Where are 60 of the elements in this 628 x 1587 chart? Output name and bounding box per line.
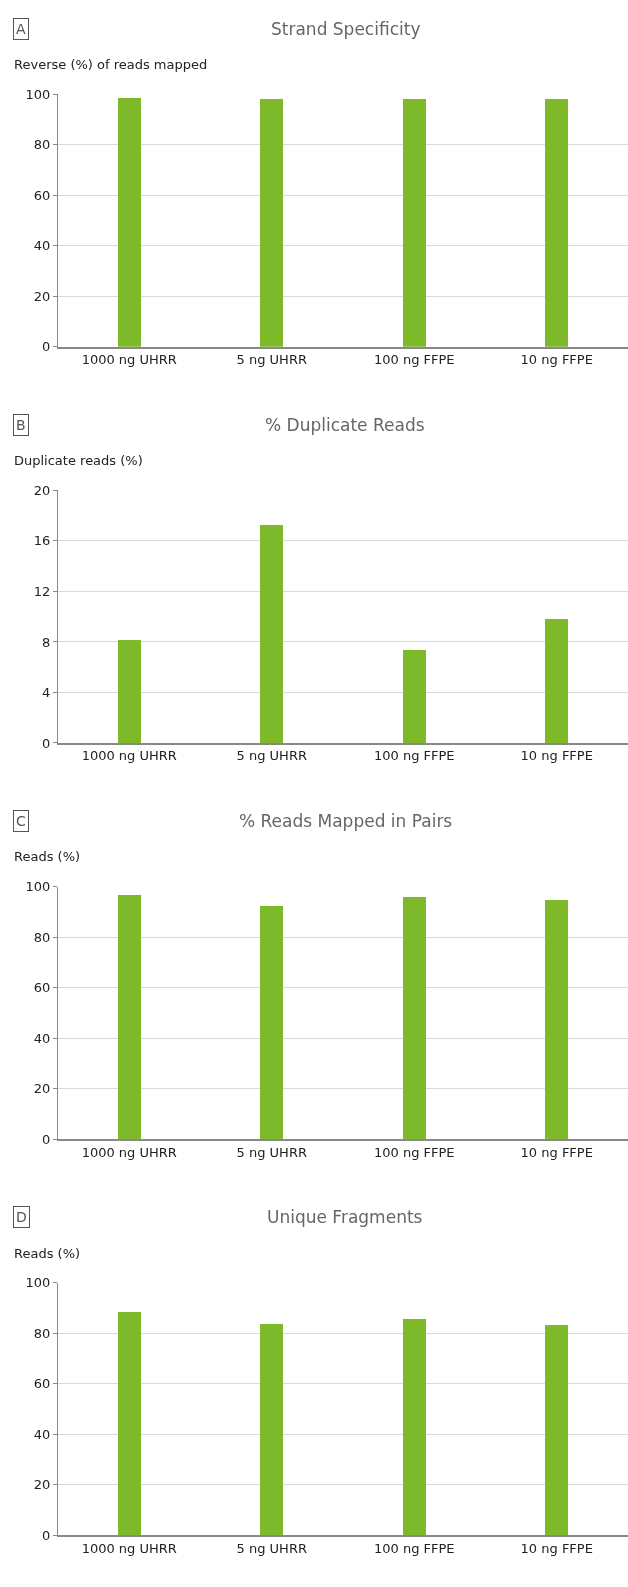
y-tick-label: 40: [33, 1030, 51, 1046]
bar: [403, 896, 426, 1140]
text: A: [16, 21, 26, 37]
x-tick-label: 1000 ng UHRR: [81, 1540, 177, 1556]
bar: [118, 894, 141, 1140]
y-tick-label: 60: [33, 1376, 51, 1392]
y-tick-label: 80: [33, 929, 51, 945]
x-tick-label: 1000 ng UHRR: [81, 1144, 177, 1160]
x-tick-label: 5 ng UHRR: [236, 1540, 307, 1556]
y-tick-label: 40: [33, 238, 51, 254]
bar: [545, 619, 568, 743]
y-tick-label: 20: [33, 1081, 51, 1097]
y-tick-label: 16: [33, 533, 51, 549]
x-tick-label: 1000 ng UHRR: [81, 748, 177, 764]
text: C: [16, 813, 26, 829]
y-tick-label: 100: [25, 879, 51, 895]
x-tick-label: 100 ng FFPE: [373, 352, 455, 368]
y-tick-label: 80: [33, 1325, 51, 1341]
y-tick-label: 40: [33, 1426, 51, 1442]
y-tick-label: 80: [33, 137, 51, 153]
x-tick-label: 10 ng FFPE: [520, 748, 593, 764]
x-tick-label: 10 ng FFPE: [520, 1144, 593, 1160]
y-tick-label: 8: [42, 634, 51, 650]
x-tick-label: 10 ng FFPE: [520, 1540, 593, 1556]
x-tick-label: 100 ng FFPE: [373, 1144, 455, 1160]
y-axis-title: Duplicate reads (%): [14, 453, 143, 468]
bar: [260, 525, 283, 743]
x-tick-label: 1000 ng UHRR: [81, 352, 177, 368]
y-axis-title: Reverse (%) of reads mapped: [14, 57, 208, 72]
y-tick-label: 100: [25, 86, 51, 102]
chart-title: % Reads Mapped in Pairs: [239, 811, 453, 831]
x-tick-label: 100 ng FFPE: [373, 748, 455, 764]
y-tick-label: 0: [42, 1131, 51, 1147]
x-tick-label: 5 ng UHRR: [236, 748, 307, 764]
text: B: [16, 417, 26, 433]
y-tick-label: 0: [42, 339, 51, 355]
bar: [545, 899, 568, 1140]
bar: [118, 640, 141, 743]
chart-title: Strand Specificity: [271, 19, 421, 39]
bar: [260, 905, 283, 1140]
x-tick-label: 5 ng UHRR: [236, 352, 307, 368]
y-tick-label: 100: [25, 1275, 51, 1291]
y-tick-label: 0: [42, 735, 51, 751]
y-tick-label: 60: [33, 980, 51, 996]
y-tick-label: 20: [33, 288, 51, 304]
y-tick-label: 4: [42, 685, 51, 701]
x-tick-label: 10 ng FFPE: [520, 352, 593, 368]
x-tick-label: 5 ng UHRR: [236, 1144, 307, 1160]
text: D: [16, 1209, 27, 1225]
y-tick-label: 20: [33, 1477, 51, 1493]
y-tick-label: 0: [42, 1527, 51, 1543]
chart-title: % Duplicate Reads: [265, 415, 425, 435]
y-tick-label: 60: [33, 187, 51, 203]
chart-title: Unique Fragments: [267, 1207, 423, 1227]
y-tick-label: 20: [33, 482, 51, 498]
y-axis-title: Reads (%): [14, 1246, 81, 1261]
x-tick-label: 100 ng FFPE: [373, 1540, 455, 1556]
y-tick-label: 12: [33, 583, 51, 599]
bar: [403, 650, 426, 743]
y-axis-title: Reads (%): [14, 849, 81, 864]
